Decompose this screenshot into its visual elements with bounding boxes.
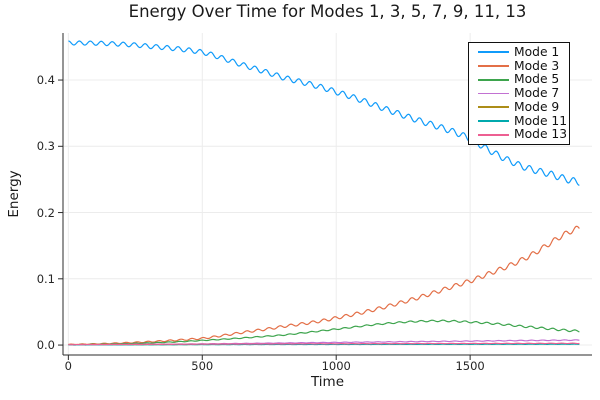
x-tick-label: 1000 (321, 359, 351, 373)
legend-entry: Mode 3 (478, 58, 569, 73)
legend-label: Mode 9 (514, 99, 560, 114)
x-axis-label: Time (310, 374, 345, 390)
legend-entry: Mode 9 (478, 99, 569, 114)
legend-line-sample (478, 106, 509, 109)
series-line-mode-1 (68, 40, 580, 186)
legend-label: Mode 13 (514, 127, 568, 142)
legend-line-sample (478, 78, 509, 81)
legend-entry: Mode 1 (478, 44, 569, 59)
x-tick-label: 0 (64, 359, 73, 373)
legend-entry: Mode 5 (478, 73, 569, 86)
legend-label: Mode 5 (514, 72, 560, 87)
legend-line-sample (478, 120, 509, 122)
legend-line-sample (478, 51, 509, 54)
legend-label: Mode 7 (514, 86, 560, 100)
series-line-mode-13 (68, 342, 580, 346)
legend-entry: Mode 13 (478, 128, 569, 141)
legend: Mode 1 Mode 3 Mode 5 Mode 7 Mode 9 Mode 11 Mod… (468, 42, 570, 145)
legend-label: Mode 11 (514, 113, 568, 128)
legend-entry: Mode 11 (478, 113, 569, 128)
x-tick-label: 500 (191, 359, 214, 373)
legend-line-sample (478, 65, 509, 67)
legend-entry: Mode 7 (478, 87, 569, 100)
chart-title: Energy Over Time for Modes 1, 3, 5, 7, 9… (128, 2, 527, 21)
y-tick-label: 0.2 (36, 205, 55, 220)
y-tick-label: 0.1 (36, 271, 55, 286)
y-tick-label: 0.0 (36, 338, 55, 353)
legend-line-sample (478, 133, 509, 136)
series-line-mode-3 (68, 225, 580, 346)
x-tick-label: 1500 (455, 359, 485, 373)
y-tick-label: 0.3 (36, 139, 55, 154)
y-tick-label: 0.4 (36, 73, 55, 88)
legend-label: Mode 3 (514, 58, 560, 73)
series-line-mode-5 (68, 319, 580, 346)
legend-line-sample (478, 92, 509, 95)
legend-label: Mode 1 (514, 44, 560, 59)
